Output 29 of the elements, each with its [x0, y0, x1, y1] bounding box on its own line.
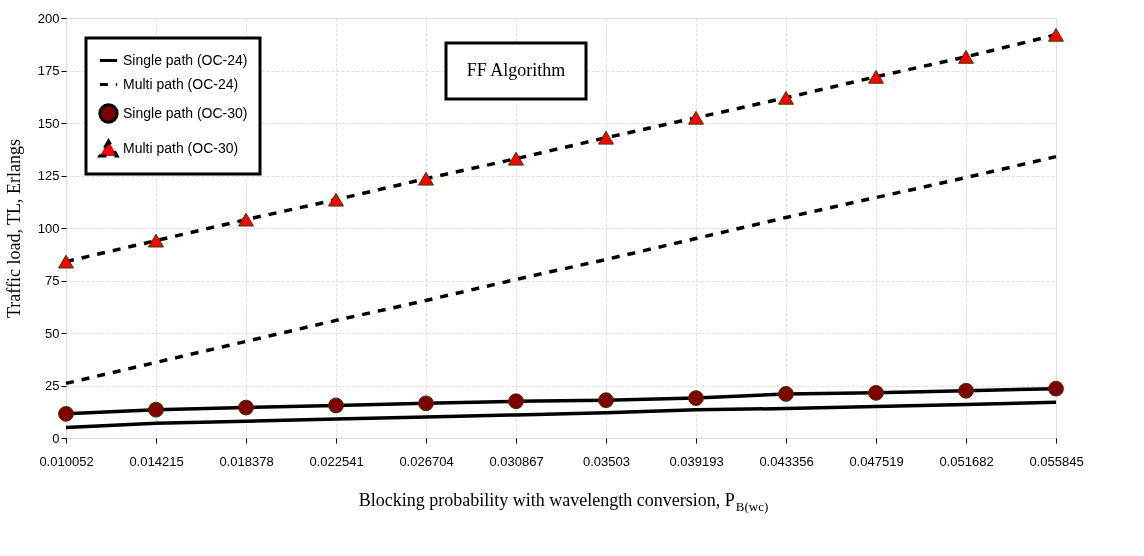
legend-label: Single path (OC-24) — [123, 51, 248, 68]
y-tick-label: 100 — [37, 220, 60, 236]
x-tick-label: 0.047519 — [849, 453, 904, 469]
y-tick-label: 50 — [45, 325, 60, 341]
line-series — [64, 154, 1058, 386]
y-tick-label: 75 — [45, 273, 60, 288]
y-tick-label: 200 — [37, 10, 60, 26]
y-tick-label: 25 — [45, 378, 60, 393]
legend-label: Multi path (OC-24) — [123, 75, 239, 92]
annotation: FF Algorithm — [466, 60, 566, 80]
x-tick-label: 0.051682 — [939, 453, 994, 469]
x-tick-label: 0.010052 — [39, 453, 94, 469]
x-tick-label: 0.043356 — [759, 453, 814, 469]
y-tick-label: 125 — [37, 168, 60, 183]
x-tick-label: 0.026704 — [399, 453, 454, 469]
x-tick-label: 0.018378 — [219, 453, 274, 469]
x-tick-label: 0.03503 — [583, 453, 630, 469]
x-tick-label: 0.055845 — [1029, 453, 1084, 469]
line-series — [64, 400, 1058, 430]
y-tick-label: 150 — [37, 115, 60, 131]
legend-label: Multi path (OC-30) — [123, 139, 239, 156]
x-tick-label: 0.022541 — [309, 453, 364, 469]
x-tick-label: 0.014215 — [129, 453, 184, 469]
y-tick-label: 175 — [37, 63, 60, 78]
legend-label: Single path (OC-30) — [123, 104, 248, 121]
x-tick-label: 0.030867 — [489, 453, 544, 469]
x-tick-label: 0.039193 — [669, 453, 724, 469]
y-tick-label: 0 — [52, 430, 60, 446]
y-axis-title: Traffic load, TL, Erlangs — [3, 138, 24, 319]
